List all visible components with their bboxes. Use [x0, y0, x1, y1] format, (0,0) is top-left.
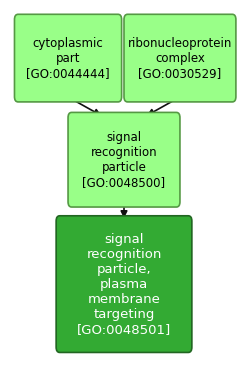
Text: signal
recognition
particle
[GO:0048500]: signal recognition particle [GO:0048500]: [82, 131, 166, 189]
FancyBboxPatch shape: [68, 112, 180, 207]
Text: signal
recognition
particle,
plasma
membrane
targeting
[GO:0048501]: signal recognition particle, plasma memb…: [77, 233, 171, 335]
FancyBboxPatch shape: [14, 14, 122, 102]
FancyBboxPatch shape: [124, 14, 236, 102]
Text: ribonucleoprotein
complex
[GO:0030529]: ribonucleoprotein complex [GO:0030529]: [128, 36, 232, 80]
Text: cytoplasmic
part
[GO:0044444]: cytoplasmic part [GO:0044444]: [26, 36, 110, 80]
FancyBboxPatch shape: [56, 216, 192, 353]
